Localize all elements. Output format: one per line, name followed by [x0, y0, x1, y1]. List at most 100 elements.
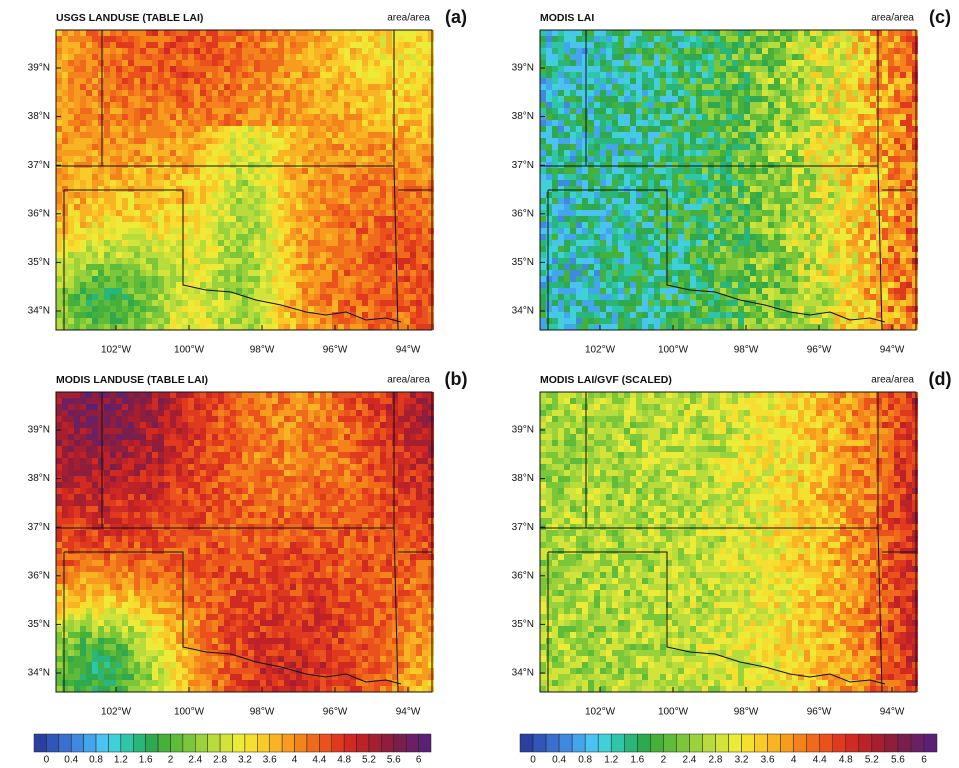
map-cell [798, 36, 804, 42]
map-cell [92, 204, 98, 210]
map-cell [588, 66, 594, 72]
map-cell [702, 84, 708, 90]
map-cell [774, 84, 780, 90]
map-cell [380, 192, 386, 198]
map-cell [218, 78, 224, 84]
map-cell [576, 36, 582, 42]
map-cell [392, 174, 398, 180]
map-cell [380, 246, 386, 252]
map-cell [242, 132, 248, 138]
map-cell [284, 186, 290, 192]
map-cell [696, 180, 702, 186]
map-cell [374, 156, 380, 162]
map-cell [888, 30, 894, 36]
map-cell [56, 300, 62, 306]
map-cell [302, 216, 308, 222]
map-cell [68, 288, 74, 294]
map-cell [350, 264, 356, 270]
map-cell [170, 306, 176, 312]
map-cell [654, 102, 660, 108]
map-cell [320, 168, 326, 174]
map-cell [236, 84, 242, 90]
map-cell [648, 198, 654, 204]
map-cell [894, 150, 900, 156]
map-cell [846, 114, 852, 120]
map-cell [146, 168, 152, 174]
map-cell [762, 84, 768, 90]
map-cell [816, 120, 822, 126]
map-cell [308, 150, 314, 156]
map-cell [74, 234, 80, 240]
map-cell [290, 72, 296, 78]
map-cell [894, 156, 900, 162]
map-cell [570, 72, 576, 78]
map-cell [356, 324, 362, 330]
map-cell [332, 162, 338, 168]
map-cell [428, 180, 434, 186]
map-cell [726, 150, 732, 156]
map-cell [296, 192, 302, 198]
map-cell [188, 156, 194, 162]
map-cell [768, 48, 774, 54]
map-cell [176, 108, 182, 114]
map-cell [194, 156, 200, 162]
map-cell [326, 270, 332, 276]
map-cell [332, 210, 338, 216]
map-cell [182, 84, 188, 90]
map-cell [200, 150, 206, 156]
map-cell [822, 186, 828, 192]
map-cell [756, 174, 762, 180]
map-cell [212, 276, 218, 282]
map-cell [128, 264, 134, 270]
map-cell [906, 120, 912, 126]
map-cell [870, 174, 876, 180]
map-cell [912, 138, 918, 144]
map-cell [212, 108, 218, 114]
map-cell [134, 294, 140, 300]
map-cell [218, 96, 224, 102]
map-cell [62, 66, 68, 72]
map-cell [230, 252, 236, 258]
map-cell [594, 96, 600, 102]
map-cell [822, 108, 828, 114]
map-cell [80, 306, 86, 312]
map-cell [362, 252, 368, 258]
map-cell [356, 306, 362, 312]
map-cell [690, 198, 696, 204]
map-cell [56, 96, 62, 102]
map-cell [296, 264, 302, 270]
map-cell [338, 150, 344, 156]
map-cell [876, 96, 882, 102]
map-cell [404, 48, 410, 54]
map-cell [350, 222, 356, 228]
map-cell [338, 324, 344, 330]
map-cell [888, 72, 894, 78]
map-cell [254, 84, 260, 90]
map-cell [176, 210, 182, 216]
map-cell [690, 36, 696, 42]
map-cell [128, 246, 134, 252]
map-cell [266, 252, 272, 258]
map-cell [62, 216, 68, 222]
map-cell [344, 276, 350, 282]
map-cell [290, 168, 296, 174]
map-cell [362, 102, 368, 108]
map-cell [410, 288, 416, 294]
map-cell [558, 72, 564, 78]
map-cell [98, 120, 104, 126]
map-cell [732, 198, 738, 204]
map-cell [744, 66, 750, 72]
map-cell [792, 150, 798, 156]
map-cell [690, 180, 696, 186]
map-cell [326, 216, 332, 222]
map-cell [74, 186, 80, 192]
map-cell [774, 144, 780, 150]
map-cell [224, 132, 230, 138]
map-cell [164, 96, 170, 102]
map-cell [80, 150, 86, 156]
map-cell [660, 90, 666, 96]
map-cell [672, 138, 678, 144]
map-cell [68, 168, 74, 174]
map-cell [308, 120, 314, 126]
map-cell [900, 96, 906, 102]
